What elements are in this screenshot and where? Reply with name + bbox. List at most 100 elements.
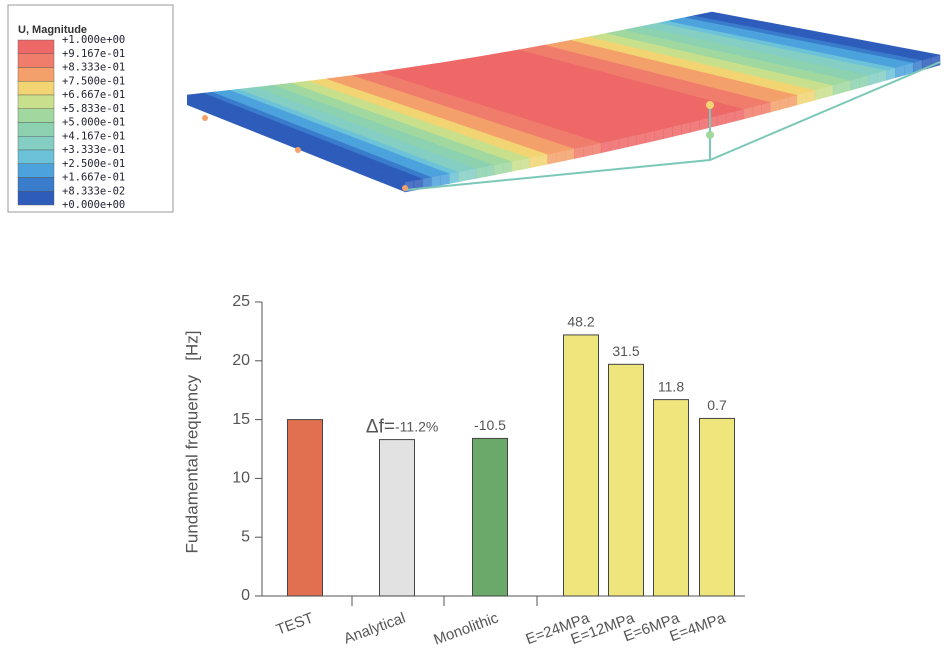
delta-label: 31.5: [612, 343, 639, 359]
bar: [473, 438, 508, 596]
support-node: [202, 115, 208, 121]
legend-swatch: [18, 164, 54, 178]
plate-edge: [690, 120, 699, 132]
plate-edge: [592, 143, 601, 155]
legend: +1.000e+00 +9.167e-01 +8.333e-01+7.500e-01…: [18, 34, 125, 211]
delta-label: 48.2: [567, 314, 594, 330]
legend-level: +3.333e-01: [62, 144, 125, 156]
plate-edge: [887, 68, 896, 81]
plate-edge: [601, 141, 610, 153]
plate-edge: [717, 113, 726, 125]
legend-level: +5.000e-01: [62, 117, 125, 129]
plate-edge: [780, 97, 789, 109]
y-tick-label: 10: [232, 470, 250, 487]
plate-edge: [637, 133, 646, 145]
plate-edge: [476, 167, 485, 179]
bar: [380, 440, 415, 596]
plate-edge: [762, 102, 771, 114]
y-tick-label: 0: [241, 587, 250, 604]
bar: [654, 400, 689, 596]
bar: [564, 335, 599, 596]
support-node: [706, 131, 714, 139]
plate-edge: [878, 70, 887, 83]
plate-edge: [735, 109, 744, 121]
plate-edge: [432, 175, 441, 187]
legend-level: +1.667e-01: [62, 172, 125, 184]
plate-edge: [646, 131, 655, 143]
plate-edge: [655, 129, 664, 141]
legend-swatch: [18, 109, 54, 123]
plate-edge: [664, 127, 673, 139]
plate-edge: [548, 152, 557, 164]
plate-edge: [842, 80, 851, 92]
chart: 0510152025Fundamental frequency [Hz]TEST…: [182, 293, 745, 648]
plate-edge: [485, 165, 494, 177]
support-node: [402, 185, 408, 191]
delta-prefix: Δf=: [366, 417, 395, 438]
x-tick-label: Analytical: [342, 610, 408, 648]
plate-edge: [681, 122, 690, 134]
legend-swatch: [18, 150, 54, 164]
y-tick-label: 20: [232, 352, 250, 369]
legend-swatch: [18, 54, 54, 68]
plate-edge: [512, 160, 521, 172]
legend-level: +2.500e-01: [62, 158, 125, 170]
plate-edge: [824, 85, 833, 97]
plate-edge: [521, 158, 530, 170]
plate-edge: [450, 172, 459, 184]
plate-edge: [815, 88, 824, 100]
page: U, Magnitude +1.000e+00+9.167e-01+8.333e…: [0, 0, 947, 666]
plate-edge: [895, 65, 904, 78]
bar: [288, 420, 323, 596]
figure: U, Magnitude +1.000e+00+9.167e-01+8.333e…: [0, 0, 947, 666]
bar: [700, 418, 735, 596]
plate-edge: [869, 73, 878, 86]
plate-edge: [753, 104, 762, 116]
plate-edge: [806, 90, 815, 102]
plate-edge: [699, 118, 708, 130]
plate-edge: [539, 154, 548, 166]
plate-edge: [583, 145, 592, 157]
plate-edge: [771, 100, 780, 112]
plate-edge: [441, 173, 450, 185]
y-tick-label: 15: [232, 411, 250, 428]
legend-level: +8.333e-01: [62, 62, 125, 74]
delta-label: 0.7: [707, 397, 727, 413]
plate-edge: [610, 139, 619, 151]
legend-level: +8.333e-02: [62, 185, 125, 197]
legend-level: +1.000e+00: [62, 34, 125, 46]
plate-edge: [788, 95, 797, 107]
bar: [609, 364, 644, 596]
plate-edge: [726, 111, 735, 123]
plate-edge: [619, 137, 628, 149]
plate-edge: [566, 148, 575, 160]
fe-plate: [187, 12, 940, 192]
legend-level: +9.167e-01: [62, 48, 125, 60]
legend-level: +5.833e-01: [62, 103, 125, 115]
x-tick-label: TEST: [274, 610, 316, 639]
legend-swatch: [18, 68, 54, 82]
plate-edge: [530, 156, 539, 168]
legend-swatch: [18, 95, 54, 109]
delta-label: -11.2%: [395, 418, 438, 434]
x-tick-label: Monolithic: [431, 609, 501, 648]
plate-edge: [494, 163, 503, 175]
legend-level: +7.500e-01: [62, 75, 125, 87]
support-node: [295, 147, 301, 153]
support-node: [706, 101, 714, 109]
legend-swatch: [18, 123, 54, 137]
legend-swatch: [18, 191, 54, 205]
plate-edge: [673, 124, 682, 136]
legend-level: +4.167e-01: [62, 130, 125, 142]
plate-edge: [797, 92, 806, 104]
legend-swatch: [18, 40, 54, 54]
plate-edge: [574, 147, 583, 159]
plate-edge: [833, 83, 842, 95]
plate-edge: [628, 135, 637, 147]
y-tick-label: 5: [241, 528, 250, 545]
plate-edge: [503, 161, 512, 173]
plate-edge: [557, 150, 566, 162]
y-tick-label: 25: [232, 293, 250, 310]
plate-edge: [851, 78, 860, 90]
legend-swatch: [18, 178, 54, 192]
